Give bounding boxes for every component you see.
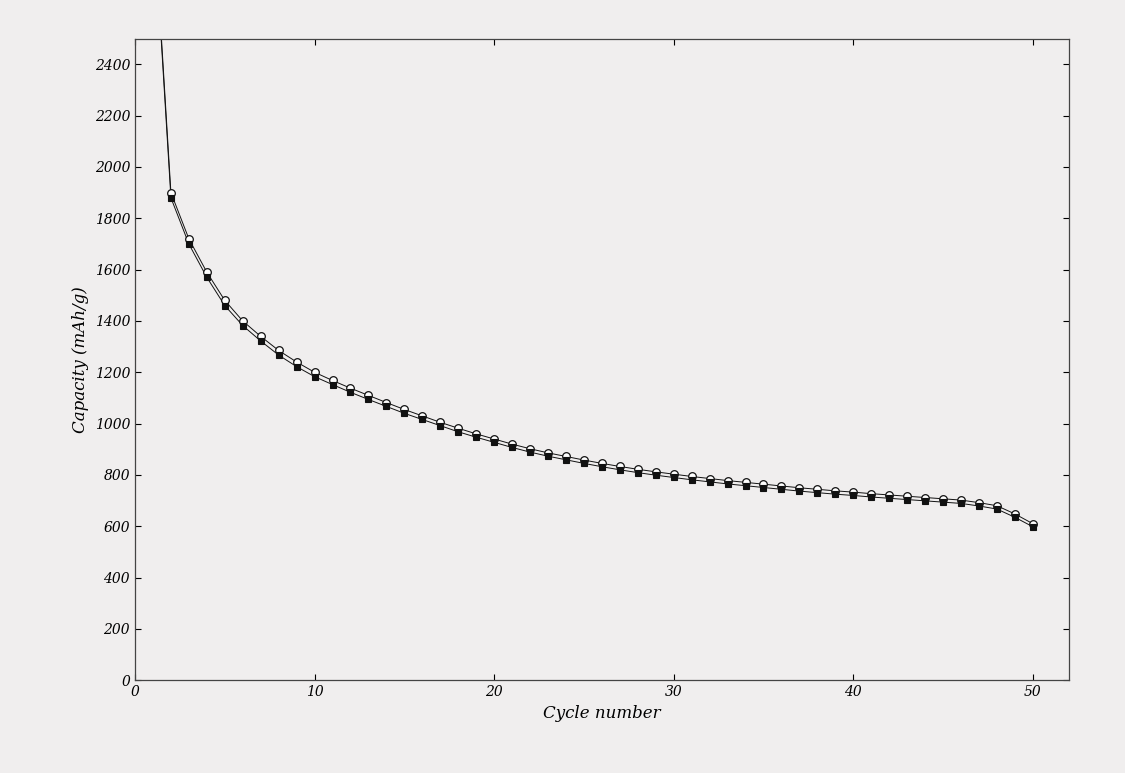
X-axis label: Cycle number: Cycle number bbox=[543, 705, 660, 722]
Y-axis label: Capacity (mAh/g): Capacity (mAh/g) bbox=[72, 286, 89, 433]
